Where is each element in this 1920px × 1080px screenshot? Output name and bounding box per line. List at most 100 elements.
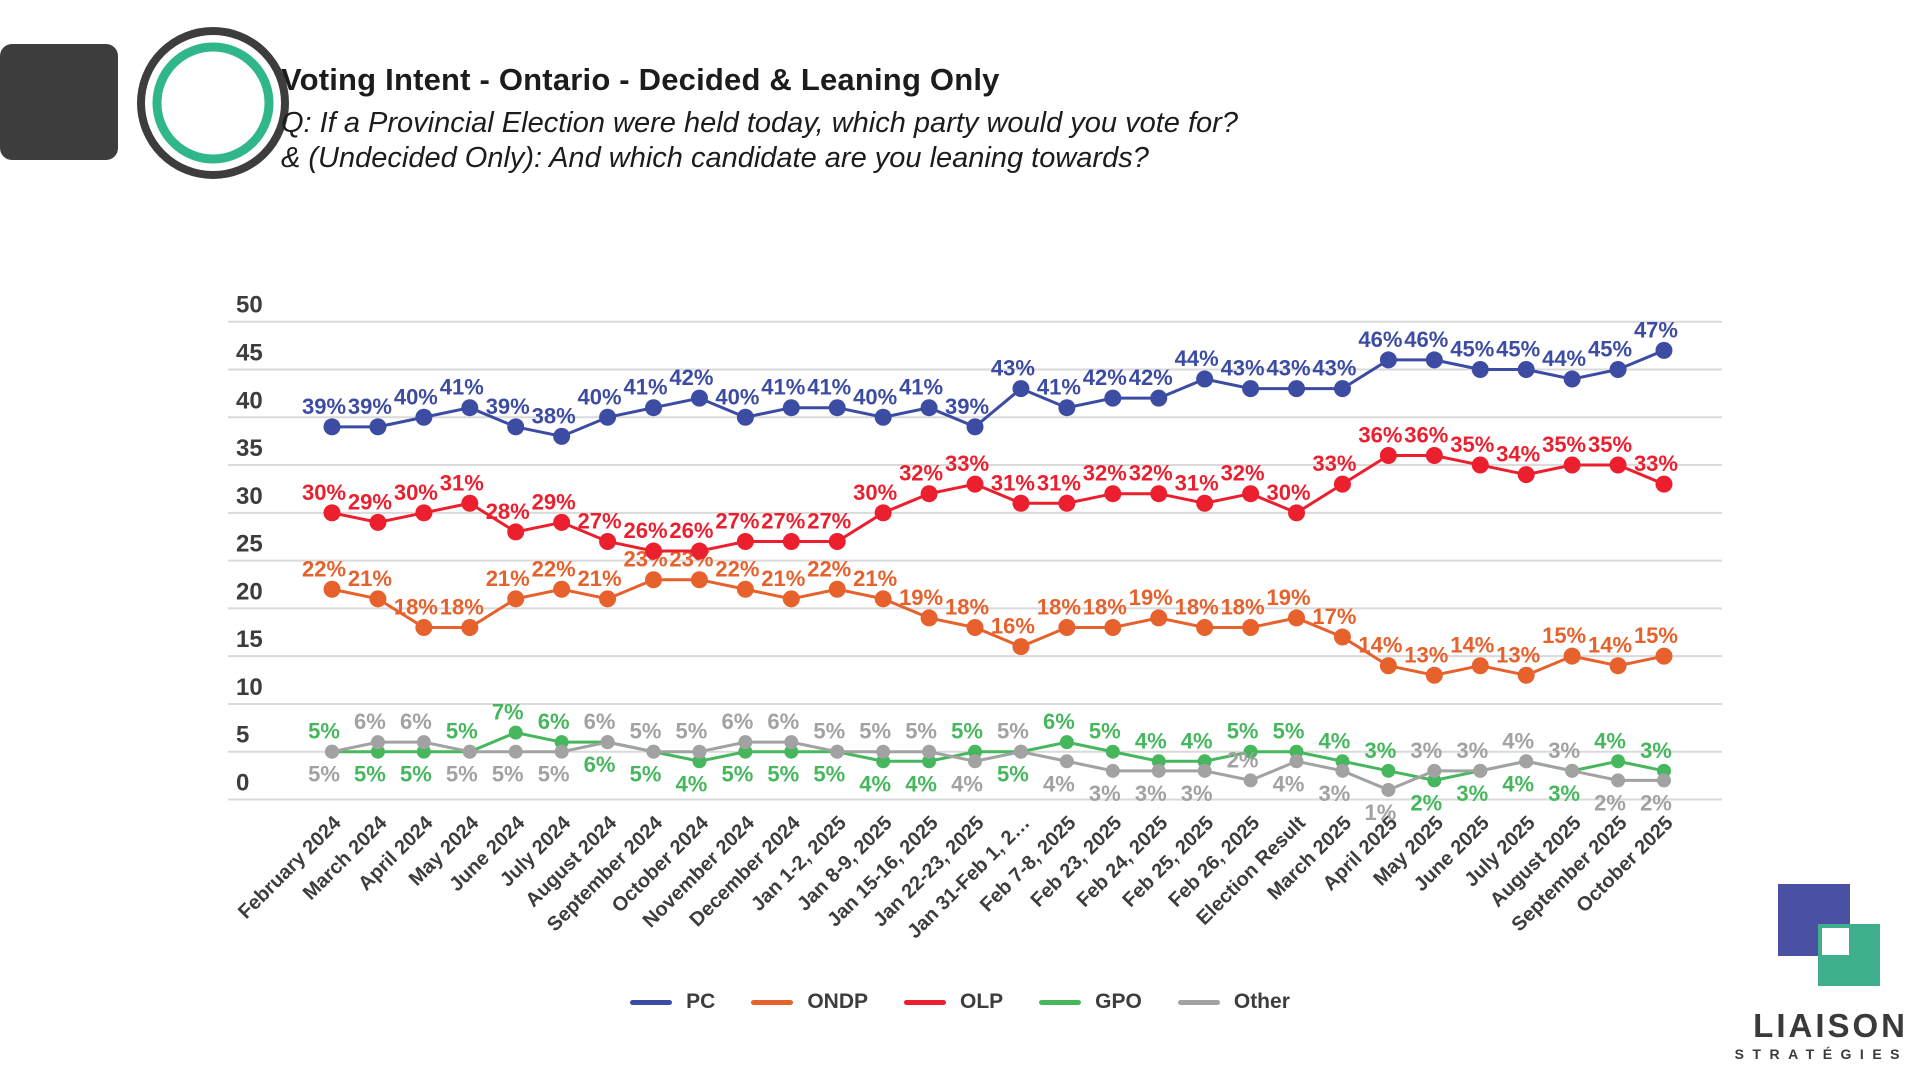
data-label-ONDP: 14% [1588,633,1632,658]
data-point-PC [1655,341,1673,359]
data-point-Other [1427,763,1442,778]
data-label-GPO: 5% [354,762,386,787]
data-label-ONDP: 21% [578,566,622,591]
data-point-ONDP [1517,666,1535,684]
data-point-ONDP [1150,609,1168,627]
y-axis-label: 40 [236,387,263,414]
data-point-OLP [645,542,663,560]
data-label-Other: 5% [446,762,478,787]
data-label-ONDP: 19% [1129,585,1173,610]
data-point-PC [874,408,892,426]
data-label-GPO: 5% [308,719,340,744]
data-label-PC: 38% [532,403,576,428]
legend-swatch-icon [751,999,794,1005]
data-label-OLP: 34% [1496,442,1540,467]
data-label-ONDP: 21% [853,566,897,591]
data-point-ONDP [461,618,479,636]
data-label-OLP: 36% [1404,422,1448,447]
data-label-ONDP: 15% [1542,623,1586,648]
data-point-PC [507,418,525,436]
data-label-GPO: 5% [1089,719,1121,744]
data-label-PC: 39% [302,394,346,419]
data-point-GPO [1381,763,1396,778]
legend-label: PC [686,990,716,1013]
data-label-OLP: 32% [1129,461,1173,486]
data-label-Other: 5% [492,762,524,787]
data-label-ONDP: 18% [394,594,438,619]
data-point-ONDP [1333,628,1351,646]
data-label-Other: 4% [951,771,983,796]
data-point-ONDP [1425,666,1443,684]
data-point-Other [1519,754,1534,769]
data-point-OLP [1333,475,1351,493]
data-label-OLP: 30% [853,480,897,505]
data-label-OLP: 32% [899,461,943,486]
data-label-ONDP: 19% [899,585,943,610]
data-label-GPO: 4% [1319,728,1351,753]
legend-item-PC: PC [630,990,715,1014]
data-label-GPO: 4% [859,771,891,796]
data-point-OLP [1379,446,1397,464]
data-label-PC: 39% [348,394,392,419]
data-label-ONDP: 18% [945,594,989,619]
data-point-PC [1379,351,1397,369]
data-label-Other: 5% [997,719,1029,744]
data-point-ONDP [966,618,984,636]
data-label-GPO: 6% [1043,709,1075,734]
legend-label: OLP [960,990,1004,1013]
data-point-GPO [1243,744,1258,759]
data-point-Other [1381,782,1396,797]
data-label-GPO: 5% [767,762,799,787]
data-point-PC [690,389,708,407]
data-label-PC: 41% [623,375,667,400]
y-axis-label: 35 [236,435,263,462]
data-point-PC [920,399,938,417]
data-point-ONDP [1288,609,1306,627]
data-label-ONDP: 18% [1037,594,1081,619]
data-label-PC: 43% [1267,356,1311,381]
chart-header: Voting Intent - Ontario - Decided & Lean… [281,62,1238,176]
data-point-ONDP [1563,647,1581,665]
data-label-ONDP: 16% [991,614,1035,639]
data-label-ONDP: 21% [486,566,530,591]
data-label-GPO: 5% [951,719,983,744]
data-label-Other: 5% [538,762,570,787]
data-label-OLP: 27% [761,508,805,533]
data-point-OLP [1517,466,1535,484]
data-point-Other [1656,773,1671,788]
data-label-GPO: 5% [1227,719,1259,744]
data-label-OLP: 30% [1267,480,1311,505]
data-label-OLP: 30% [394,480,438,505]
data-label-Other: 6% [584,709,616,734]
chart-legend: PC ONDP OLP GPO Other [0,990,1920,1014]
data-label-PC: 46% [1358,327,1402,352]
data-label-OLP: 28% [486,499,530,524]
data-label-ONDP: 22% [715,556,759,581]
data-label-GPO: 3% [1640,738,1672,763]
y-axis-label: 0 [236,770,249,797]
data-label-PC: 40% [715,384,759,409]
data-point-OLP [782,532,800,550]
data-point-ONDP [920,609,938,627]
data-point-ONDP [1196,618,1214,636]
data-label-OLP: 27% [807,508,851,533]
series-line-GPO [332,731,1665,782]
data-label-Other: 5% [813,719,845,744]
data-label-Other: 3% [1135,781,1167,806]
page-title: Voting Intent - Ontario - Decided & Lean… [281,62,1000,97]
data-label-OLP: 36% [1358,422,1402,447]
data-label-Other: 3% [1089,781,1121,806]
data-label-PC: 40% [394,384,438,409]
data-point-Other [1289,754,1304,769]
legend-label: ONDP [807,990,868,1013]
data-point-Other [1335,763,1350,778]
data-label-PC: 43% [991,356,1035,381]
data-point-Other [416,735,431,750]
data-label-ONDP: 13% [1496,642,1540,667]
data-label-Other: 4% [1502,728,1534,753]
data-point-GPO [508,725,523,740]
data-label-PC: 45% [1450,336,1494,361]
liaison-squares-icon [1778,884,1880,986]
data-label-GPO: 7% [492,700,524,725]
